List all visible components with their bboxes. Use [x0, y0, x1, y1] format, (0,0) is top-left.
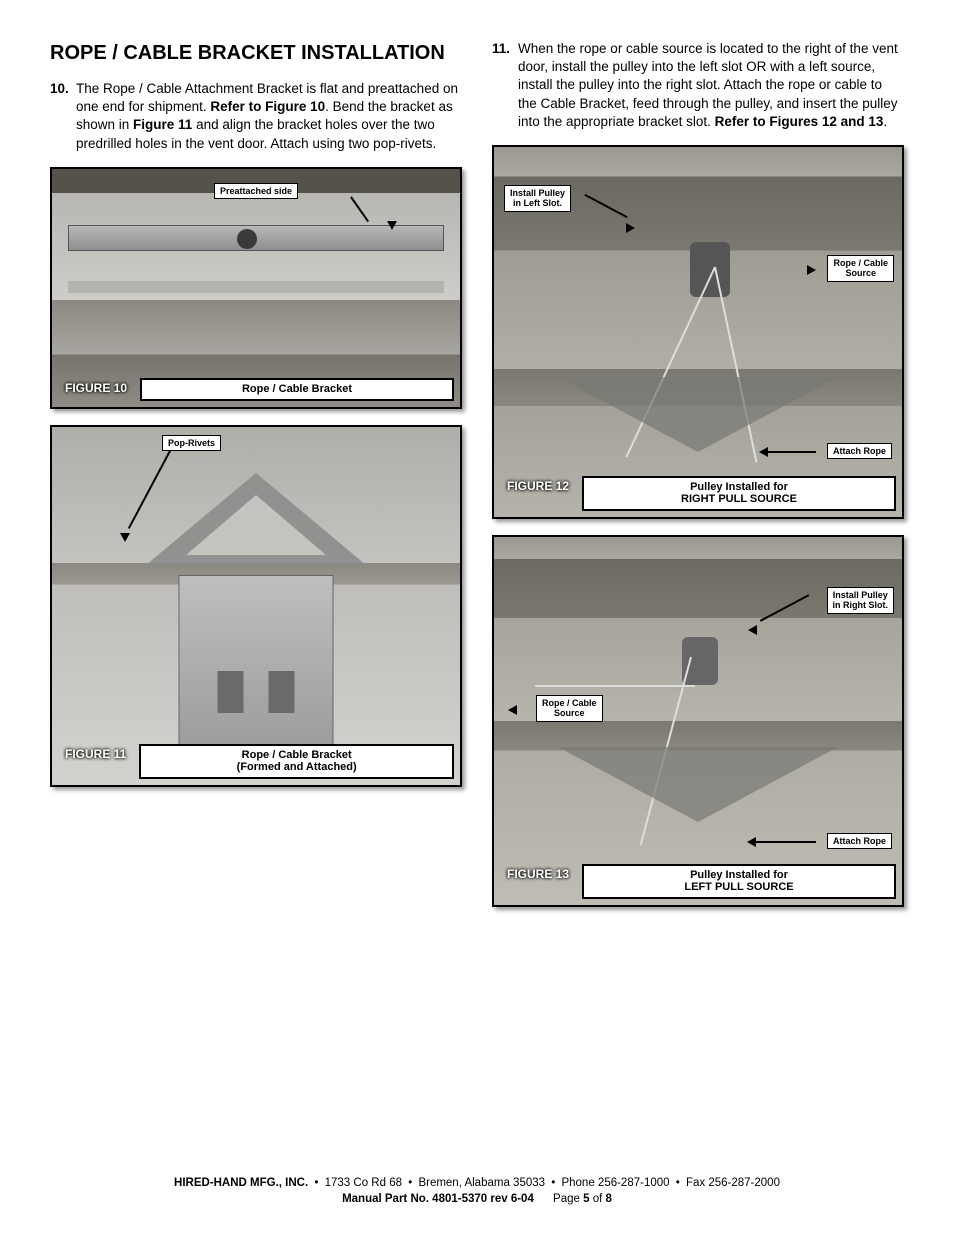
caption-line: Rope / Cable Bracket	[242, 749, 352, 761]
figure-footer: FIGURE 12 Pulley Installed for RIGHT PUL…	[500, 476, 896, 511]
plate-shape	[179, 575, 334, 750]
bracket-shape	[68, 281, 443, 293]
arrow-head-icon	[508, 705, 517, 715]
footer-line-1: HIRED-HAND MFG., INC. • 1733 Co Rd 68 • …	[0, 1175, 954, 1191]
arrow-head-icon	[748, 625, 757, 635]
arrow-head-icon	[120, 533, 130, 542]
text: .	[883, 114, 887, 129]
footer-page-current: 5	[583, 1193, 589, 1205]
callout-line: Rope / Cable	[542, 698, 597, 708]
arrow-head-icon	[387, 221, 397, 230]
bold-ref: Refer to Figures 12 and 13	[715, 114, 884, 129]
caption-line: LEFT PULL SOURCE	[684, 881, 793, 893]
bullet-icon: •	[548, 1177, 558, 1189]
callout-preattached: Preattached side	[214, 183, 298, 199]
step-text: When the rope or cable source is located…	[518, 40, 904, 131]
caption-line: (Formed and Attached)	[237, 761, 357, 773]
footer-page-of: of	[593, 1193, 603, 1205]
arrow-line	[584, 194, 627, 218]
arrow-line	[768, 451, 816, 453]
figure-caption: Pulley Installed for LEFT PULL SOURCE	[582, 864, 896, 899]
footer-manual: Manual Part No. 4801-5370 rev 6-04	[342, 1193, 534, 1205]
caption-line: RIGHT PULL SOURCE	[681, 493, 797, 505]
bracket-shape	[186, 495, 326, 555]
figure-caption: Rope / Cable Bracket (Formed and Attache…	[139, 744, 454, 779]
arrow-head-icon	[626, 223, 635, 233]
callout-rope-source: Rope / Cable Source	[827, 255, 894, 282]
figure-11-image: Pop-Rivets	[52, 427, 460, 785]
figure-11: Pop-Rivets FIGURE 11 Rope / Cable Bracke…	[50, 425, 462, 787]
figure-12-image: Install Pulley in Left Slot. Rope / Cabl…	[494, 147, 902, 517]
step-text: The Rope / Cable Attachment Bracket is f…	[76, 80, 462, 153]
right-column: 11. When the rope or cable source is loc…	[492, 40, 904, 923]
footer-phone: Phone 256-287-1000	[561, 1177, 669, 1189]
step-11: 11. When the rope or cable source is loc…	[492, 40, 904, 131]
rope-line	[535, 685, 695, 687]
left-column: ROPE / CABLE BRACKET INSTALLATION 10. Th…	[50, 40, 462, 923]
footer-page-total: 8	[606, 1193, 612, 1205]
callout-line: Install Pulley	[833, 590, 888, 600]
bullet-icon: •	[673, 1177, 683, 1189]
callout-install-pulley: Install Pulley in Left Slot.	[504, 185, 571, 212]
caption-line: Pulley Installed for	[690, 869, 788, 881]
callout-attach-rope: Attach Rope	[827, 833, 892, 849]
callout-attach-rope: Attach Rope	[827, 443, 892, 459]
figure-label: FIGURE 12	[500, 476, 576, 511]
callout-poprivets: Pop-Rivets	[162, 435, 221, 451]
bracket-shape	[558, 747, 838, 822]
callout-line: in Right Slot.	[833, 600, 889, 610]
bracket-shape	[558, 377, 838, 452]
footer-company: HIRED-HAND MFG., INC.	[174, 1177, 308, 1189]
figure-label: FIGURE 13	[500, 864, 576, 899]
figure-footer: FIGURE 13 Pulley Installed for LEFT PULL…	[500, 864, 896, 899]
caption-line: Pulley Installed for	[690, 481, 788, 493]
bullet-icon: •	[311, 1177, 321, 1189]
figure-label: FIGURE 11	[58, 744, 133, 779]
callout-line: Source	[554, 708, 585, 718]
footer-address: 1733 Co Rd 68	[325, 1177, 402, 1189]
footer-line-2: Manual Part No. 4801-5370 rev 6-04 Page …	[0, 1191, 954, 1207]
bold-ref: Refer to Figure 10	[210, 99, 325, 114]
arrow-head-icon	[807, 265, 816, 275]
two-column-layout: ROPE / CABLE BRACKET INSTALLATION 10. Th…	[50, 40, 904, 923]
figure-caption: Rope / Cable Bracket	[140, 378, 454, 401]
footer-fax: Fax 256-287-2000	[686, 1177, 780, 1189]
figure-12: Install Pulley in Left Slot. Rope / Cabl…	[492, 145, 904, 519]
section-heading: ROPE / CABLE BRACKET INSTALLATION	[50, 40, 462, 66]
bold-ref: Figure 11	[133, 117, 192, 132]
arrow-head-icon	[759, 447, 768, 457]
callout-rope-source: Rope / Cable Source	[536, 695, 603, 722]
step-number: 10.	[50, 80, 76, 153]
callout-line: Install Pulley	[510, 188, 565, 198]
callout-install-pulley: Install Pulley in Right Slot.	[827, 587, 895, 614]
figure-caption: Pulley Installed for RIGHT PULL SOURCE	[582, 476, 896, 511]
figure-footer: FIGURE 11 Rope / Cable Bracket (Formed a…	[58, 744, 454, 779]
arrow-line	[756, 841, 816, 843]
callout-line: Source	[845, 268, 876, 278]
arrow-head-icon	[747, 837, 756, 847]
pulley-shape	[690, 242, 730, 297]
figure-label: FIGURE 10	[58, 378, 134, 401]
footer-city: Bremen, Alabama 35033	[418, 1177, 545, 1189]
figure-13: Install Pulley in Right Slot. Rope / Cab…	[492, 535, 904, 907]
pulley-shape	[682, 637, 718, 685]
step-number: 11.	[492, 40, 518, 131]
figure-footer: FIGURE 10 Rope / Cable Bracket	[58, 378, 454, 401]
arrow-line	[760, 594, 810, 622]
callout-line: Rope / Cable	[833, 258, 888, 268]
step-10: 10. The Rope / Cable Attachment Bracket …	[50, 80, 462, 153]
callout-line: in Left Slot.	[513, 198, 562, 208]
figure-10: Preattached side FIGURE 10 Rope / Cable …	[50, 167, 462, 409]
figure-10-image: Preattached side	[52, 169, 460, 407]
footer-page-word: Page	[553, 1193, 580, 1205]
bullet-icon: •	[405, 1177, 415, 1189]
page-footer: HIRED-HAND MFG., INC. • 1733 Co Rd 68 • …	[0, 1175, 954, 1207]
figure-13-image: Install Pulley in Right Slot. Rope / Cab…	[494, 537, 902, 905]
arrow-line	[350, 196, 369, 222]
